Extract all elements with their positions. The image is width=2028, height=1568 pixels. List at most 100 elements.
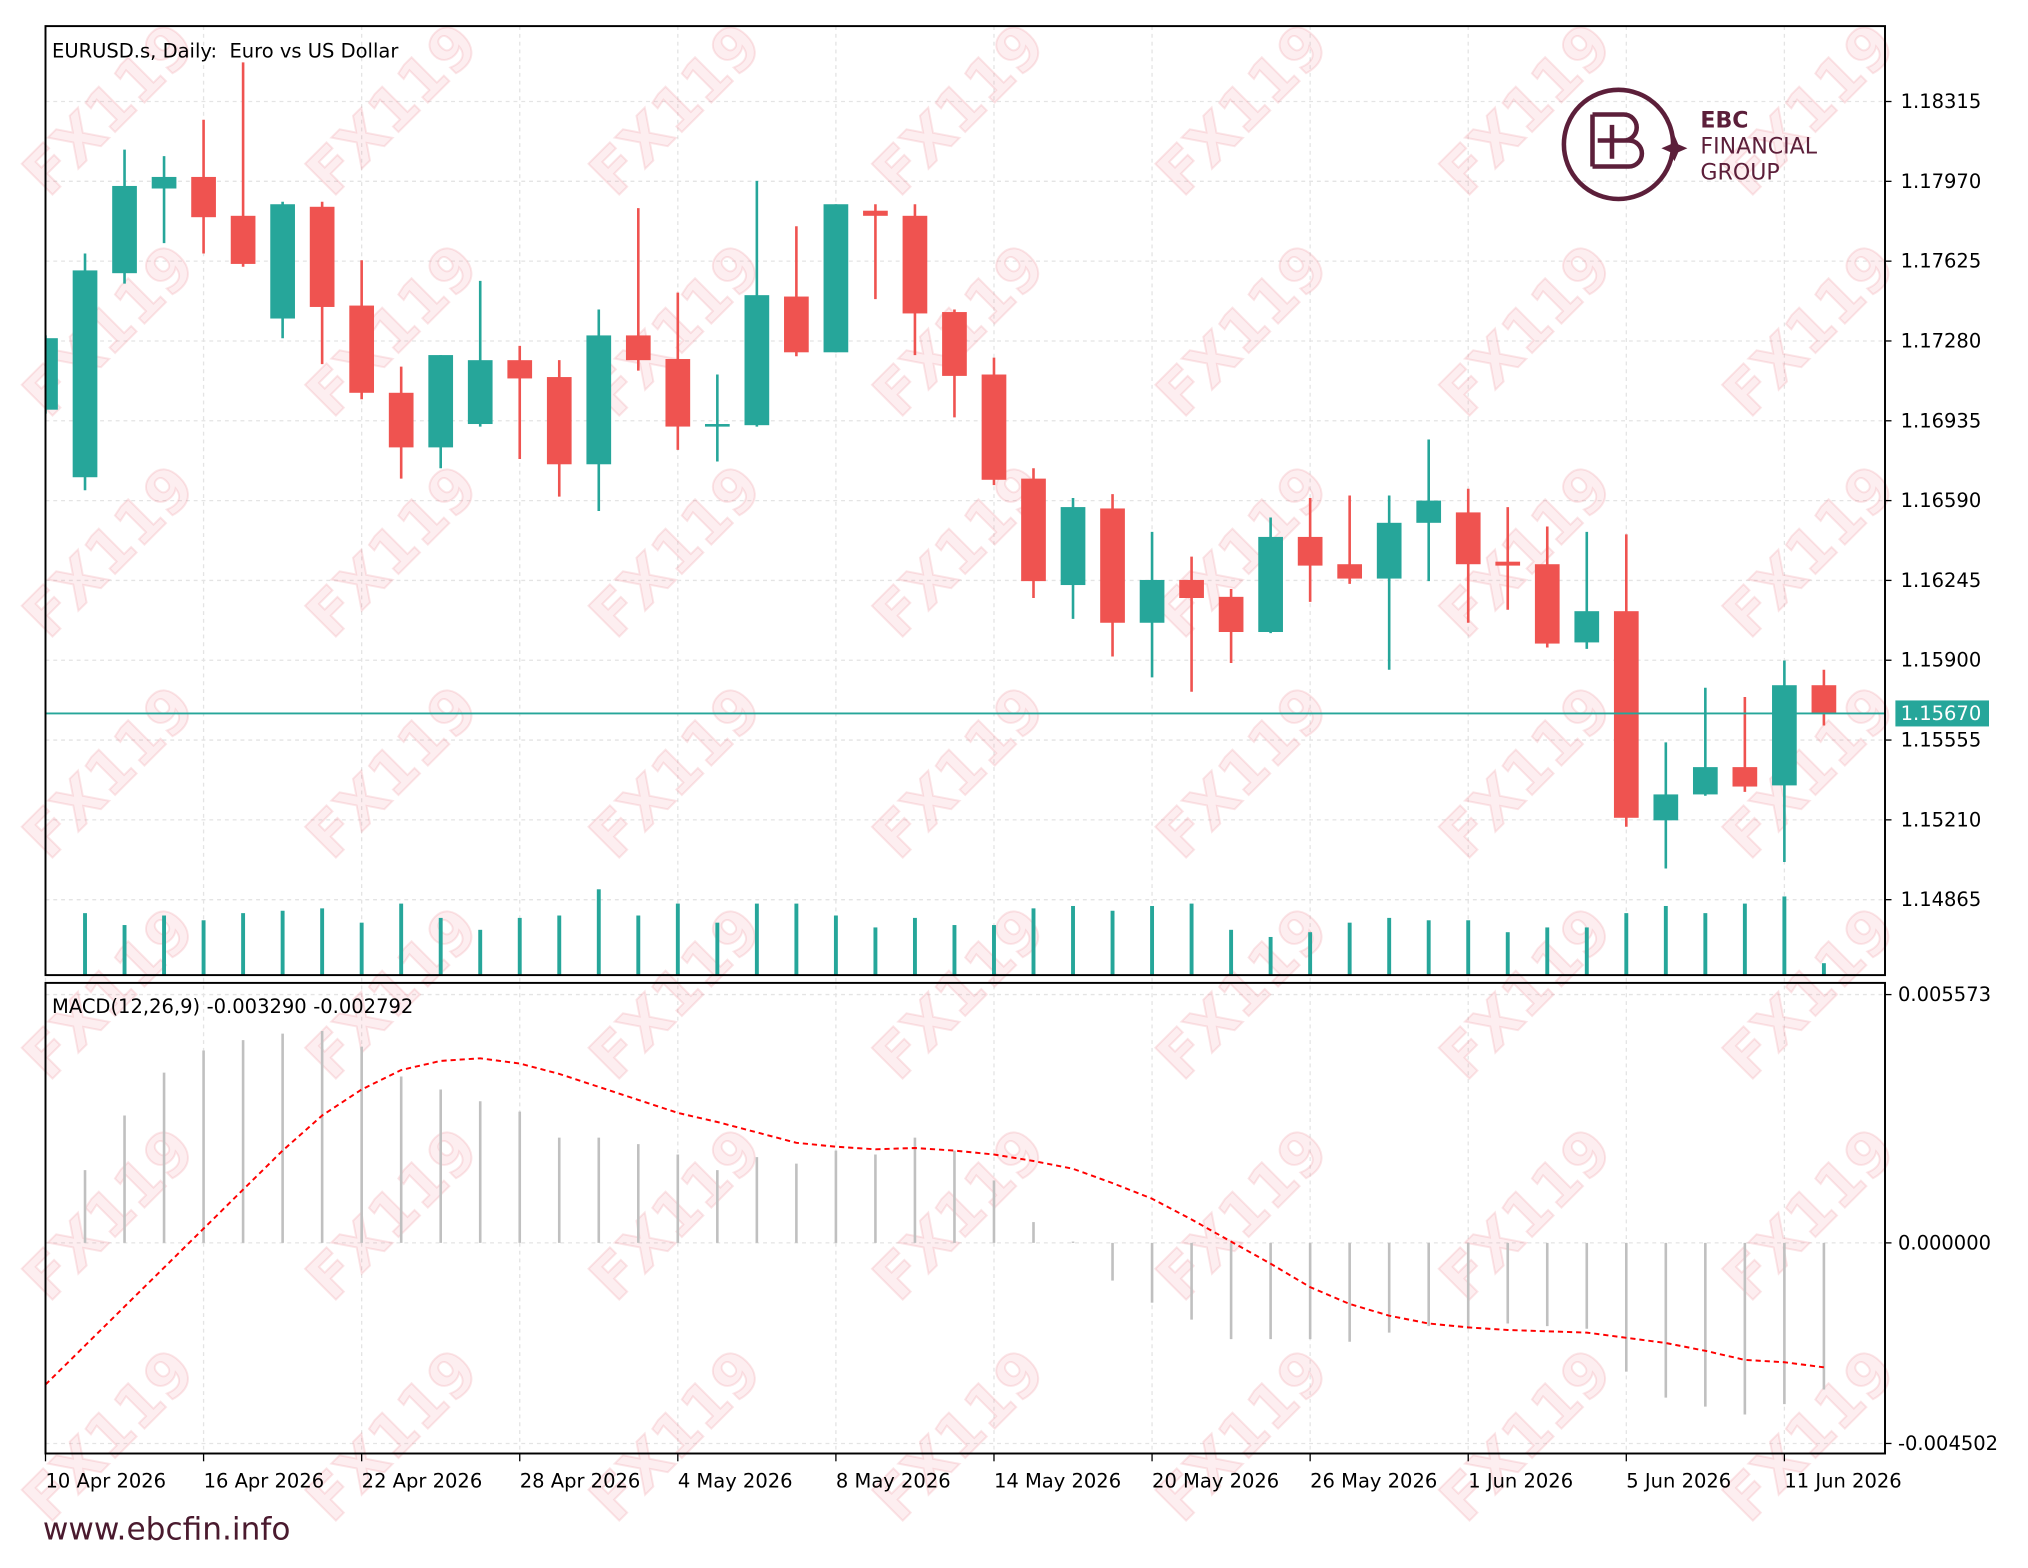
- candle-body: [1060, 507, 1086, 586]
- candle-body: [112, 185, 137, 274]
- candle-body: [665, 359, 691, 427]
- volume-bar: [1229, 929, 1234, 976]
- volume-bar: [122, 925, 127, 976]
- candle-body: [349, 305, 375, 393]
- volume-bar: [1821, 963, 1826, 976]
- x-tick-label: 22 Apr 2026: [362, 1469, 483, 1492]
- axis-layer: 1.18315 1.17970 1.17625 1.17280 1.16935 1.165…: [44, 90, 1998, 1492]
- macd-panel: [45, 1030, 1826, 1415]
- y-tick-label: 1.15900: [1901, 649, 1982, 672]
- y-tick-label: 1.17280: [1901, 329, 1982, 352]
- candle-body: [1653, 794, 1679, 821]
- candle-body: [1692, 767, 1718, 795]
- volume-bar: [1505, 932, 1510, 976]
- volume-bar: [201, 920, 206, 976]
- candle-body: [1297, 536, 1323, 566]
- candle-body: [625, 335, 651, 361]
- signal-line: [45, 1057, 1825, 1386]
- y-tick-label: 0.000000: [1898, 1231, 1991, 1254]
- volume-bar: [438, 917, 443, 976]
- volume-bar: [162, 915, 167, 976]
- volume-bar: [1308, 932, 1313, 976]
- logo-mark: [1590, 112, 1645, 169]
- volume-bar: [1742, 903, 1747, 976]
- candle-body: [823, 204, 849, 353]
- candle-body: [1021, 478, 1046, 582]
- volume-bar: [1663, 905, 1668, 976]
- x-tick-label: 11 Jun 2026: [1784, 1469, 1901, 1492]
- chart-header: EURUSD.s, Daily: Euro vs US Dollar: [52, 39, 399, 62]
- candle-body: [1613, 611, 1639, 818]
- volume-bar: [320, 908, 325, 976]
- candle-body: [1495, 561, 1521, 566]
- volume-bar: [952, 925, 957, 976]
- volume-bar: [596, 889, 601, 976]
- candle-body: [72, 270, 98, 478]
- volume-bar: [1703, 913, 1708, 976]
- candle-body: [942, 312, 967, 376]
- volume-bar: [359, 922, 364, 976]
- y-tick-label: 1.16935: [1901, 409, 1982, 432]
- y-tick-label: 1.15210: [1901, 808, 1982, 831]
- volume-bar: [280, 910, 285, 976]
- volume-bar: [241, 913, 246, 976]
- x-tick-label: 14 May 2026: [994, 1469, 1121, 1492]
- price-panel: [45, 62, 1885, 976]
- candle-body: [1218, 596, 1244, 633]
- volume-bar: [833, 915, 838, 976]
- candle-body: [784, 296, 809, 353]
- candle-body: [1179, 579, 1204, 598]
- candle-body: [1416, 500, 1442, 523]
- macd-name: MACD(12,26,9): [52, 995, 200, 1018]
- candle-body: [1455, 512, 1481, 565]
- candle-body: [863, 210, 888, 216]
- candle-body: [744, 295, 770, 426]
- candle-body: [586, 335, 612, 465]
- candle-body: [1534, 564, 1560, 644]
- candle-body: [230, 215, 256, 264]
- price-frame: [44, 25, 1886, 977]
- candle-body: [546, 377, 572, 465]
- candle-body: [1258, 536, 1283, 633]
- volume-bar: [1189, 903, 1194, 976]
- candle-body: [981, 374, 1007, 480]
- candle-body: [1337, 564, 1363, 579]
- volume-bar: [1584, 927, 1589, 976]
- volume-bar: [1466, 920, 1471, 976]
- volume-bar: [715, 922, 720, 976]
- volume-bar: [636, 915, 641, 976]
- y-tick-label: 1.18315: [1901, 90, 1982, 113]
- logo: EBC FINANCIAL GROUP: [1561, 87, 1818, 202]
- volume-bar: [1031, 908, 1036, 976]
- volume-bar: [992, 925, 996, 976]
- volume-bar: [557, 915, 562, 976]
- volume-bar: [675, 903, 680, 976]
- candle-body: [1139, 579, 1165, 623]
- x-tick-label: 26 May 2026: [1310, 1469, 1437, 1492]
- volume-bar: [478, 929, 483, 976]
- candle-body: [45, 338, 58, 410]
- candle-body: [704, 424, 730, 427]
- x-tick-label: 4 May 2026: [678, 1469, 793, 1492]
- logo-text: GROUP: [1700, 160, 1779, 186]
- candle-body: [1772, 685, 1797, 786]
- volume-bar: [912, 917, 917, 976]
- candle-body: [428, 355, 454, 448]
- candle-body: [1100, 508, 1125, 623]
- candle-body: [1574, 611, 1600, 643]
- x-tick-label: 8 May 2026: [836, 1469, 951, 1492]
- candle-body: [902, 215, 928, 314]
- y-tick-label: 1.16590: [1901, 489, 1982, 512]
- candle-body: [1811, 685, 1837, 714]
- y-tick-label: 1.15555: [1901, 729, 1982, 752]
- volume-bar: [1624, 913, 1629, 976]
- volume-bar: [517, 917, 522, 976]
- volume-bar: [1387, 917, 1392, 976]
- current-price-label: 1.15670: [1901, 702, 1982, 725]
- candle-body: [191, 176, 216, 218]
- volume-bar: [873, 927, 878, 976]
- candle-body: [151, 176, 177, 189]
- x-tick-label: 5 Jun 2026: [1626, 1469, 1731, 1492]
